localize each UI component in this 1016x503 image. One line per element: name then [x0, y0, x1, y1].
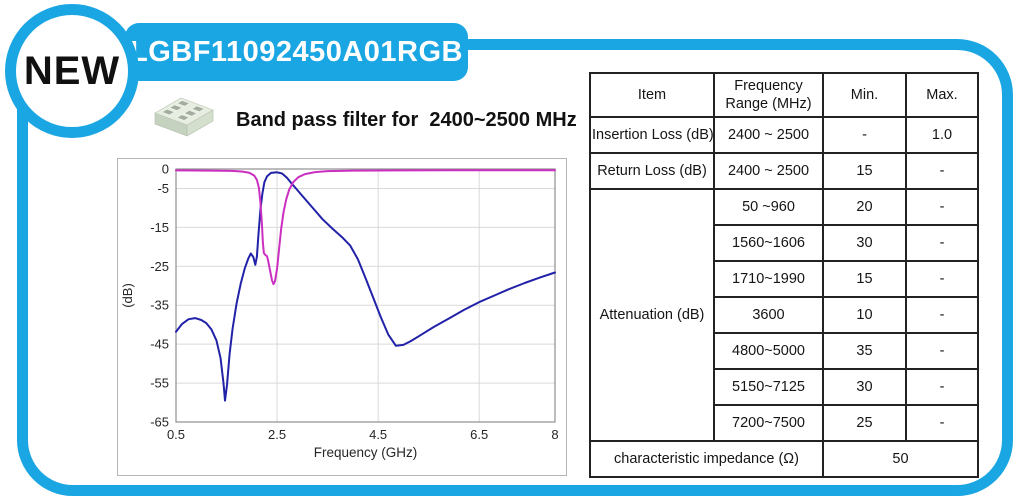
chart-canvas: 0 -5 -15 -25 -35 -45 -55 -650.5 2.5 4.5 6.5 8 Freque…	[120, 162, 559, 461]
x-axis-title: Frequency (GHz)	[314, 445, 418, 460]
y-axis-tick-label: -45	[150, 337, 169, 352]
table-cell: 3600	[713, 296, 824, 334]
y-axis-tick-label: -35	[150, 298, 169, 313]
plot-border	[175, 168, 556, 423]
table-cell: 4800~5000	[713, 332, 824, 370]
y-axis-tick-label: -15	[150, 220, 169, 235]
table-row: 5150~7125 30-	[590, 368, 979, 406]
table-cell: -	[905, 188, 979, 226]
table-cell: 50	[822, 440, 979, 478]
table-row: 4800~5000 35-	[590, 332, 979, 370]
table-row: 3600 10-	[590, 296, 979, 334]
column-header: Max.	[905, 72, 979, 118]
table-cell: 20	[822, 188, 907, 226]
table-cell: 5150~7125	[713, 368, 824, 406]
table-cell: -	[905, 296, 979, 334]
table-row: Attenuation (dB) 50 ~960 20-	[589, 188, 979, 442]
x-axis-tick-label: 2.5	[268, 427, 286, 442]
magenta-trace-return-response	[175, 169, 556, 286]
table-cell: -	[905, 368, 979, 406]
table-cell: Insertion Loss (dB)	[589, 116, 715, 154]
frame-border	[17, 39, 1013, 496]
y-axis-title: (dB)	[120, 283, 135, 308]
y-axis-tick-label: -65	[150, 415, 169, 430]
column-header: Item	[589, 72, 715, 118]
table-cell: 25	[822, 404, 907, 442]
product-title-bar: LGBF11092450A01RGB	[125, 23, 468, 81]
table-row: Return Loss (dB) 2400 ~ 2500 15-	[589, 152, 979, 190]
spec-table: Item Frequency Range (MHz) Min. Max. Inserti…	[589, 72, 979, 478]
table-cell: 35	[822, 332, 907, 370]
table-cell: -	[822, 116, 907, 154]
product-subtitle: Band pass filter for 2400~2500 MHz	[236, 109, 577, 131]
table-row: characteristic impedance (Ω) 50	[589, 440, 979, 478]
new-badge-label: NEW	[23, 48, 121, 93]
table-cell: -	[905, 224, 979, 262]
chip-component-icon	[154, 97, 214, 137]
table-cell: 1560~1606	[713, 224, 824, 262]
table-cell: -	[905, 404, 979, 442]
column-header: Frequency Range (MHz)	[713, 72, 824, 118]
frequency-response-chart: 0 -5 -15 -25 -35 -45 -55 -65 0.5 2.5 4.5 6.5 8 Freque…	[117, 158, 567, 476]
table-cell: 2400 ~ 2500	[713, 152, 824, 190]
y-axis-tick-label: -55	[150, 376, 169, 391]
table-header-row: Item Frequency Range (MHz) Min. Max.	[589, 72, 979, 118]
table-cell: 2400 ~ 2500	[713, 116, 824, 154]
table-cell: 7200~7500	[713, 404, 824, 442]
table-row: 7200~7500 25-	[590, 404, 979, 442]
x-axis-tick-label: 0.5	[167, 427, 185, 442]
table-cell: Return Loss (dB)	[589, 152, 715, 190]
table-cell: -	[905, 332, 979, 370]
y-axis-tick-label: -25	[150, 259, 169, 274]
x-axis-tick-label: 6.5	[470, 427, 488, 442]
table-cell: 10	[822, 296, 907, 334]
table-cell: 1.0	[905, 116, 979, 154]
table-cell: characteristic impedance (Ω)	[589, 440, 824, 478]
table-cell: 30	[822, 224, 907, 262]
table-cell: 15	[822, 152, 907, 190]
x-axis-tick-label: 8	[551, 427, 558, 442]
product-title: LGBF11092450A01RGB	[130, 35, 463, 68]
x-axis-tick-label: 4.5	[369, 427, 387, 442]
table-cell: -	[905, 152, 979, 190]
table-cell: -	[905, 260, 979, 298]
table-cell: 50 ~960	[713, 188, 824, 226]
table-row: Insertion Loss (dB) 2400 ~ 2500-1.0	[589, 116, 979, 154]
y-axis-tick-label: 0	[162, 162, 169, 177]
table-row: 1710~1990 15-	[590, 260, 979, 298]
table-cell: 30	[822, 368, 907, 406]
table-row: 1560~1606 30-	[590, 224, 979, 262]
table-cell: Attenuation (dB)	[589, 188, 715, 442]
y-axis-tick-label: -5	[157, 181, 169, 196]
table-cell: 15	[822, 260, 907, 298]
table-cell: 1710~1990	[713, 260, 824, 298]
blue-trace-insertion-response	[175, 171, 556, 402]
new-badge: NEW	[5, 4, 139, 138]
column-header: Min.	[822, 72, 907, 118]
